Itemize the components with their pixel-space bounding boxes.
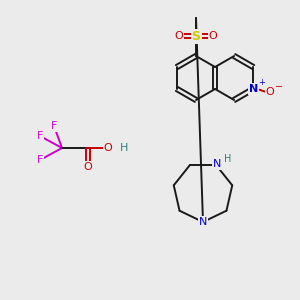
Text: +: + (258, 78, 265, 87)
Text: O: O (103, 143, 112, 153)
Text: −: − (275, 82, 283, 92)
Text: O: O (84, 162, 92, 172)
Text: N: N (199, 217, 207, 227)
Text: H: H (120, 143, 128, 153)
Text: O: O (175, 31, 183, 41)
Text: H: H (224, 154, 231, 164)
Text: F: F (37, 131, 43, 141)
Text: O: O (208, 31, 217, 41)
Text: N: N (248, 84, 258, 94)
Text: F: F (51, 121, 57, 131)
Text: N: N (213, 159, 221, 169)
Text: O: O (266, 87, 274, 97)
Text: F: F (37, 155, 43, 165)
Text: S: S (191, 29, 200, 43)
